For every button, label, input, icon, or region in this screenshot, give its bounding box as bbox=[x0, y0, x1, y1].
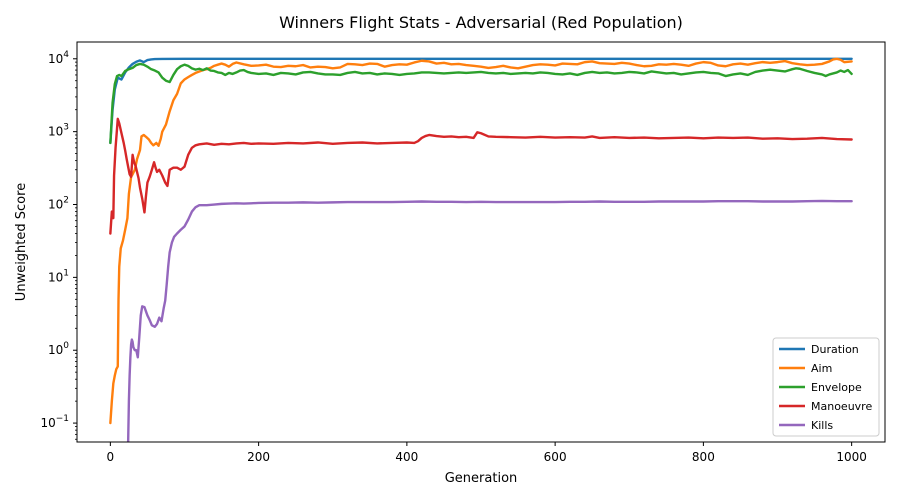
legend-label-duration: Duration bbox=[811, 343, 859, 356]
x-tick-label: 800 bbox=[692, 450, 715, 464]
series-line-kills bbox=[126, 199, 853, 442]
x-axis-ticks: 0 200 400 600 800 1000 bbox=[107, 442, 867, 464]
y-tick-label: 102 bbox=[48, 196, 69, 212]
chart-title: Winners Flight Stats - Adversarial (Red … bbox=[279, 13, 683, 32]
x-tick-label: 0 bbox=[107, 450, 115, 464]
y-axis-ticks: 10−1 100 101 102 103 104 bbox=[40, 50, 77, 440]
series-line-manoeuvre bbox=[109, 117, 853, 235]
series-line-envelope bbox=[109, 62, 853, 145]
plot-lines bbox=[109, 57, 853, 442]
y-tick-label: 101 bbox=[48, 268, 69, 284]
series-line-aim bbox=[109, 57, 853, 425]
y-tick-label: 10−1 bbox=[40, 414, 69, 430]
plot-frame bbox=[76, 41, 886, 443]
x-axis-label: Generation bbox=[445, 471, 518, 486]
legend: Duration Aim Envelope Manoeuvre Kills bbox=[772, 337, 880, 437]
x-tick-label: 400 bbox=[395, 450, 418, 464]
x-tick-label: 1000 bbox=[836, 450, 867, 464]
legend-label-envelope: Envelope bbox=[811, 381, 862, 394]
legend-box bbox=[772, 337, 880, 437]
legend-label-aim: Aim bbox=[811, 362, 832, 375]
legend-label-kills: Kills bbox=[811, 419, 833, 432]
x-tick-label: 600 bbox=[544, 450, 567, 464]
y-tick-label: 103 bbox=[48, 123, 69, 139]
series-line-duration bbox=[109, 57, 853, 145]
legend-label-manoeuvre: Manoeuvre bbox=[811, 400, 872, 413]
x-tick-label: 200 bbox=[247, 450, 270, 464]
y-axis-label: Unweighted Score bbox=[14, 183, 29, 301]
y-tick-label: 100 bbox=[48, 341, 69, 357]
y-tick-label: 104 bbox=[48, 50, 69, 66]
